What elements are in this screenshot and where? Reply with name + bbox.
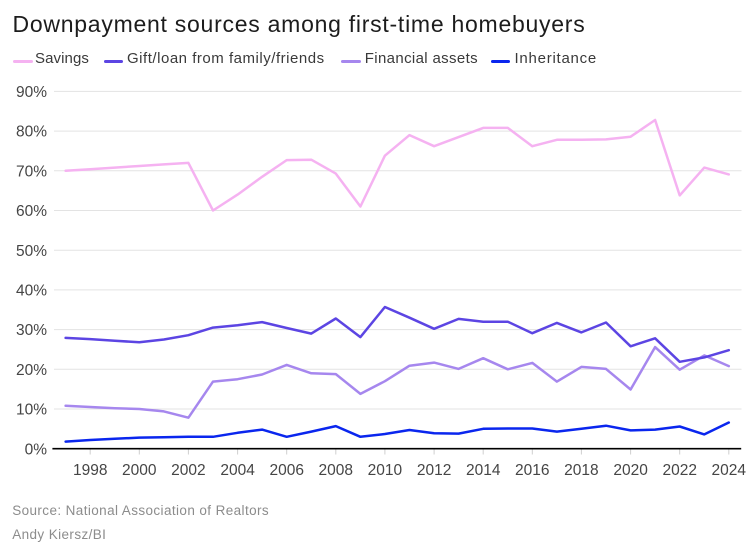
svg-text:2018: 2018 xyxy=(564,462,598,479)
svg-text:2000: 2000 xyxy=(122,462,157,479)
svg-text:2020: 2020 xyxy=(613,462,648,479)
svg-text:2008: 2008 xyxy=(319,462,353,479)
svg-text:40%: 40% xyxy=(16,283,47,300)
svg-text:2012: 2012 xyxy=(417,462,451,479)
svg-text:2024: 2024 xyxy=(712,462,747,479)
svg-text:50%: 50% xyxy=(16,243,47,260)
svg-text:2022: 2022 xyxy=(662,462,696,479)
svg-text:90%: 90% xyxy=(16,84,47,101)
svg-text:1998: 1998 xyxy=(73,462,107,479)
svg-text:60%: 60% xyxy=(16,203,47,220)
svg-text:2004: 2004 xyxy=(220,462,255,479)
svg-text:80%: 80% xyxy=(16,124,47,141)
svg-text:2006: 2006 xyxy=(269,462,303,479)
svg-text:20%: 20% xyxy=(16,362,47,379)
svg-text:2010: 2010 xyxy=(368,462,403,479)
svg-text:30%: 30% xyxy=(16,322,47,339)
svg-text:70%: 70% xyxy=(16,163,47,180)
svg-text:2016: 2016 xyxy=(515,462,549,479)
svg-text:10%: 10% xyxy=(16,402,47,419)
svg-text:2014: 2014 xyxy=(466,462,501,479)
svg-text:0%: 0% xyxy=(25,441,48,458)
svg-text:2002: 2002 xyxy=(171,462,205,479)
